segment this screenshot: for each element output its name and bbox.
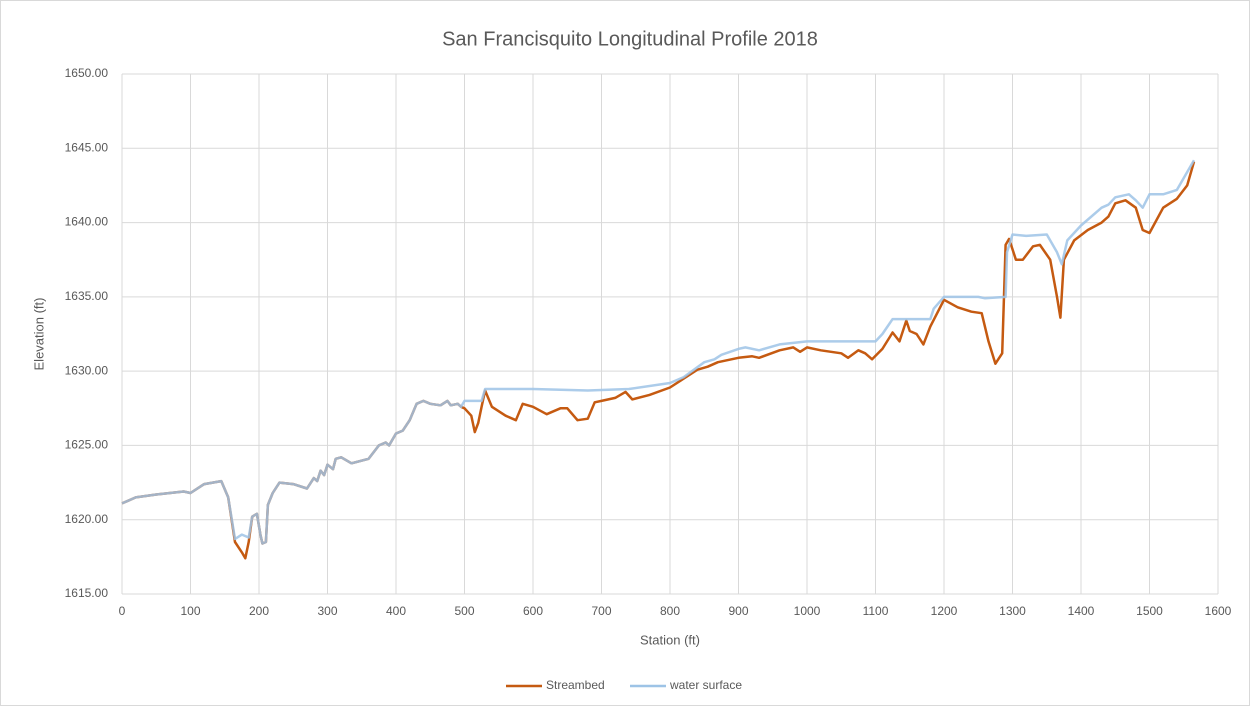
- x-tick-label: 1400: [1068, 604, 1095, 618]
- y-tick-label: 1615.00: [65, 586, 109, 600]
- x-tick-label: 1500: [1136, 604, 1163, 618]
- y-axis-label: Elevation (ft): [31, 298, 46, 371]
- y-tick-label: 1640.00: [65, 215, 109, 229]
- x-tick-label: 400: [386, 604, 406, 618]
- x-tick-label: 1100: [863, 604, 889, 618]
- y-tick-label: 1630.00: [65, 363, 109, 377]
- x-tick-label: 900: [728, 604, 748, 618]
- x-tick-label: 200: [249, 604, 269, 618]
- x-tick-label: 800: [660, 604, 680, 618]
- series-line: [121, 159, 1196, 545]
- x-tick-label: 700: [591, 604, 611, 618]
- y-tick-label: 1650.00: [65, 66, 109, 80]
- x-tick-label: 1300: [999, 604, 1026, 618]
- x-tick-label: 1600: [1205, 604, 1232, 618]
- y-tick-label: 1620.00: [65, 512, 109, 526]
- x-tick-label: 300: [317, 604, 337, 618]
- x-tick-label: 500: [454, 604, 474, 618]
- y-tick-label: 1635.00: [65, 289, 109, 303]
- x-tick-label: 1000: [794, 604, 821, 618]
- legend-label: water surface: [669, 678, 742, 692]
- x-tick-label: 1200: [931, 604, 958, 618]
- chart-title: San Francisquito Longitudinal Profile 20…: [442, 28, 818, 50]
- x-tick-label: 600: [523, 604, 543, 618]
- x-tick-label: 100: [180, 604, 200, 618]
- x-axis-label: Station (ft): [640, 632, 700, 647]
- legend-label: Streambed: [546, 678, 605, 692]
- y-tick-label: 1645.00: [65, 140, 109, 154]
- x-tick-label: 0: [119, 604, 126, 618]
- y-tick-label: 1625.00: [65, 438, 109, 452]
